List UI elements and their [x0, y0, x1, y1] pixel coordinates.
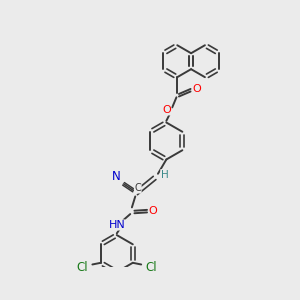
Text: N: N	[112, 170, 120, 183]
Text: C: C	[134, 183, 141, 193]
Text: HN: HN	[108, 220, 125, 230]
Text: Cl: Cl	[146, 261, 157, 274]
Text: O: O	[148, 206, 157, 216]
Text: O: O	[192, 84, 201, 94]
Text: Cl: Cl	[76, 261, 88, 274]
Text: O: O	[162, 105, 171, 115]
Text: H: H	[161, 169, 169, 180]
